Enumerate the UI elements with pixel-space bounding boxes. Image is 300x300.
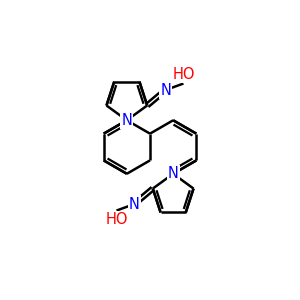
Text: HO: HO: [172, 67, 195, 82]
Text: N: N: [168, 166, 178, 181]
Text: HO: HO: [105, 212, 128, 227]
Text: N: N: [160, 82, 171, 98]
Text: N: N: [122, 113, 132, 128]
Text: N: N: [129, 196, 140, 211]
